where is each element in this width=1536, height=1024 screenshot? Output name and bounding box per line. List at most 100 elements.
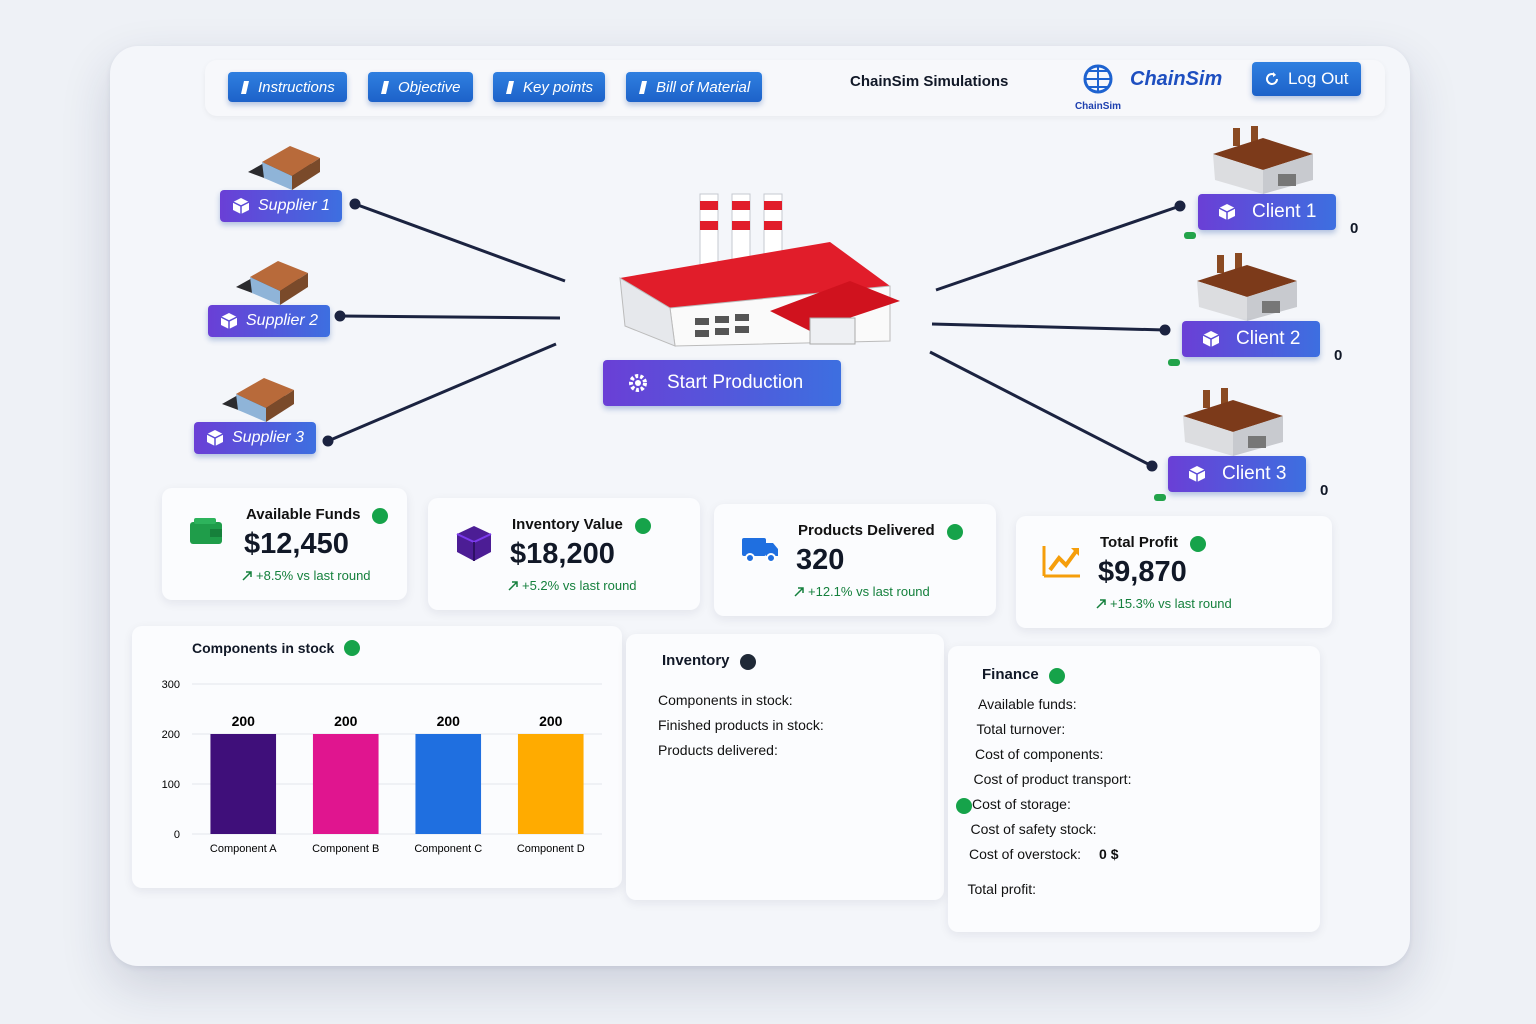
dashboard-card: ChainSim Simulations ChainSim ChainSim L… (110, 46, 1410, 966)
inventory-panel: Inventory Components in stock: Finished pr… (626, 634, 944, 900)
inventory-row: Finished products in stock: (658, 717, 824, 733)
client-count: 0 (1350, 220, 1359, 237)
trend-arrow-part (508, 580, 518, 591)
client-button[interactable]: Client 1 (1198, 194, 1337, 230)
supplier-button[interactable]: Supplier 2 (208, 305, 331, 337)
logout-button[interactable]: Log Out (1252, 62, 1361, 96)
x-tick-label: Component C (414, 843, 482, 855)
warehouse-icon (222, 378, 294, 422)
status-dot (1168, 359, 1180, 366)
finance-panel: Finance Available funds: Total turnover: Co… (948, 646, 1320, 932)
cube-icon-part (220, 316, 238, 329)
status-dot (1154, 494, 1166, 501)
kpi-icon-svg-part (190, 522, 222, 544)
factory-icon-part (1235, 253, 1242, 271)
start-production-button[interactable]: Start Production (603, 360, 841, 406)
supplier-button[interactable]: Supplier 1 (220, 190, 343, 222)
kpi-label: Available Funds (246, 506, 361, 523)
logo: ChainSim (1072, 62, 1124, 112)
cube-icon-part (1188, 469, 1206, 482)
cube-icon (1188, 466, 1206, 482)
bar (517, 734, 584, 834)
y-tick-label: 100 (162, 779, 180, 791)
finance-row: Cost of overstock: 0 $ (969, 846, 1119, 862)
kpi-change: +5.2% vs last round (508, 578, 637, 593)
kpi-value: $12,450 (244, 528, 349, 560)
nav-icon (241, 81, 249, 94)
supplier-illustration (228, 247, 318, 312)
inventory-row: Products delivered: (658, 742, 778, 758)
kpi-icon-svg-part (766, 543, 778, 556)
kpi-icon-svg-part (194, 518, 216, 524)
y-tick-label: 0 (174, 829, 180, 841)
nav-button[interactable]: Bill of Material (626, 72, 763, 102)
trend-arrow (794, 586, 804, 597)
warehouse-icon-part (262, 162, 292, 190)
finance-row: Available funds: (978, 696, 1077, 712)
data-label: 200 (232, 713, 256, 729)
info-icon (1190, 536, 1206, 552)
kpi-change: +15.3% vs last round (1096, 596, 1232, 611)
network-lines (322, 193, 1186, 472)
kpi-icon-svg-part (766, 553, 776, 563)
supplier-label: Supplier 2 (246, 312, 319, 329)
kpi-change-text: +12.1% vs last round (808, 584, 930, 599)
factory-icon (1213, 126, 1313, 194)
overstock-value: 0 $ (1099, 846, 1119, 862)
nav-icon-part (639, 81, 647, 94)
client-label: Client 1 (1252, 201, 1317, 222)
trend-arrow-part (1096, 598, 1106, 609)
info-icon (1049, 668, 1065, 684)
cube-icon-part (1218, 207, 1236, 220)
cube-icon (232, 198, 250, 214)
warehouse-icon-part (250, 277, 280, 305)
client-count: 0 (1334, 347, 1343, 364)
status-dot (1184, 232, 1196, 239)
cube-icon-part (1202, 334, 1220, 347)
kpi-icon-svg-part (745, 553, 755, 563)
gear-icon (629, 374, 647, 392)
kpi-icon-svg-part (1042, 546, 1080, 578)
client-button[interactable]: Client 3 (1168, 456, 1307, 492)
kpi-label: Total Profit (1100, 534, 1179, 551)
nav-icon-part (381, 81, 389, 94)
info-icon (740, 654, 756, 670)
supplier-label: Supplier 1 (258, 197, 331, 214)
kpi-icon-svg (190, 518, 222, 544)
x-tick-label: Component D (517, 843, 585, 855)
cube-icon (1218, 204, 1236, 220)
kpi-value: $18,200 (510, 538, 615, 570)
kpi-card: Products Delivered 320 +12.1% vs last roun… (714, 504, 996, 616)
factory-icon-part (1278, 174, 1296, 186)
inventory-row: Components in stock: (658, 692, 793, 708)
bar (312, 734, 379, 834)
warehouse-icon-part (262, 146, 320, 176)
factory-icon-part (1248, 436, 1266, 448)
trend-arrow-part (794, 586, 804, 597)
info-icon (947, 524, 963, 540)
cube-icon (1202, 331, 1220, 347)
finance-row: Cost of storage: (972, 796, 1071, 812)
y-tick-label: 200 (162, 729, 180, 741)
nav-icon-part (241, 81, 249, 94)
warehouse-icon-part (236, 378, 294, 408)
nav-button[interactable]: Key points (493, 72, 606, 102)
supplier-button[interactable]: Supplier 3 (194, 422, 317, 454)
nav-icon (639, 81, 647, 94)
nav-button[interactable]: Objective (368, 72, 473, 102)
kpi-change: +12.1% vs last round (794, 584, 930, 599)
x-tick-label: Component B (312, 843, 379, 855)
factory-icon-part (1203, 390, 1210, 408)
kpi-icon-svg-part (1071, 548, 1079, 556)
nav-button-label: Instructions (258, 78, 335, 96)
info-icon (635, 518, 651, 534)
kpi-card: Total Profit $9,870 +15.3% vs last round (1016, 516, 1332, 628)
factory-icon-part (1197, 281, 1247, 321)
logo-caption: ChainSim (1074, 101, 1122, 112)
client-button[interactable]: Client 2 (1182, 321, 1321, 357)
cube-icon (206, 430, 224, 446)
y-tick-label: 300 (162, 679, 180, 691)
warehouse-icon-part (280, 273, 308, 305)
nav-button[interactable]: Instructions (228, 72, 347, 102)
